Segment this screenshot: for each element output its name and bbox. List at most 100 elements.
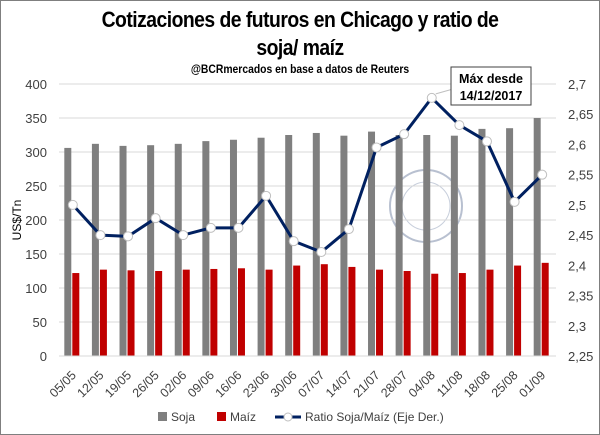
legend-label-maiz: Maíz: [230, 410, 256, 424]
x-tick-label: 04/08: [406, 368, 438, 400]
y2-tick-label: 2,4: [568, 258, 586, 273]
bar-maiz: [99, 269, 107, 356]
ratio-point: [233, 222, 244, 233]
y-axis-label: US$/Tn: [10, 200, 24, 241]
y-tick-label: 0: [40, 349, 47, 364]
ratio-point: [261, 190, 272, 201]
bar-soja: [533, 118, 541, 356]
legend-marker-ratio: [283, 412, 293, 422]
bar-maiz: [320, 264, 328, 356]
x-tick-label: 14/07: [323, 368, 355, 400]
x-tick-label: 23/06: [240, 368, 272, 400]
y-tick-label: 150: [25, 247, 47, 262]
annotation-text-line2: 14/12/2017: [460, 89, 523, 103]
bar-maiz: [431, 273, 439, 356]
x-tick-label: 25/08: [489, 368, 521, 400]
y2-tick-label: 2,45: [568, 228, 593, 243]
x-tick-label: 07/07: [295, 368, 327, 400]
chart-title-line2: soja/ maíz: [256, 35, 344, 60]
bar-soja: [423, 135, 431, 356]
bar-maiz: [376, 269, 384, 356]
annotation-text-line1: Máx desde: [459, 72, 523, 86]
y-tick-label: 400: [25, 77, 47, 92]
bar-maiz: [486, 269, 494, 356]
y2-tick-label: 2,35: [568, 289, 593, 304]
bar-soja: [478, 128, 486, 356]
chart-title-line1: Cotizaciones de futuros en Chicago y rat…: [101, 7, 499, 32]
legend-label-ratio: Ratio Soja/Maíz (Eje Der.): [305, 410, 444, 424]
bar-soja: [257, 137, 265, 356]
x-tick-label: 09/06: [185, 368, 217, 400]
ratio-point: [426, 92, 437, 103]
bar-soja: [229, 139, 237, 356]
bar-soja: [312, 132, 320, 356]
x-tick-label: 21/07: [351, 368, 383, 400]
bar-soja: [395, 135, 403, 356]
x-tick-label: 12/05: [75, 368, 107, 400]
y-tick-label: 350: [25, 111, 47, 126]
bar-maiz: [541, 262, 549, 356]
bar-maiz: [265, 269, 273, 356]
x-tick-label: 19/05: [102, 368, 134, 400]
bar-maiz: [458, 273, 466, 356]
ratio-point: [481, 136, 492, 147]
bar-maiz: [127, 270, 135, 356]
bar-soja: [202, 141, 210, 356]
bar-soja: [450, 135, 458, 356]
bar-soja: [147, 145, 155, 356]
x-tick-label: 05/05: [47, 368, 79, 400]
ratio-point: [537, 169, 548, 180]
y-tick-label: 300: [25, 145, 47, 160]
y2-tick-label: 2,3: [568, 319, 586, 334]
ratio-point: [316, 247, 327, 258]
bar-soja: [340, 135, 348, 356]
bar-maiz: [237, 268, 245, 356]
ratio-point: [509, 196, 520, 207]
x-tick-label: 16/06: [213, 368, 245, 400]
bar-soja: [506, 128, 514, 356]
ratio-point: [371, 142, 382, 153]
ratio-point: [123, 231, 134, 242]
x-tick-label: 30/06: [268, 368, 300, 400]
bar-soja: [174, 143, 182, 356]
y-tick-label: 100: [25, 281, 47, 296]
legend-swatch-soja: [158, 412, 167, 421]
bar-maiz: [403, 271, 411, 356]
ratio-point: [95, 230, 106, 241]
bar-maiz: [182, 269, 190, 356]
ratio-point: [67, 199, 78, 210]
x-tick-label: 02/06: [157, 368, 189, 400]
legend-label-soja: Soja: [171, 410, 195, 424]
bar-maiz: [348, 266, 356, 356]
y2-tick-label: 2,7: [568, 77, 586, 92]
bar-maiz: [72, 273, 80, 356]
ratio-point: [399, 129, 410, 140]
ratio-point: [454, 120, 465, 131]
y2-tick-label: 2,25: [568, 349, 593, 364]
ratio-point: [150, 213, 161, 224]
ratio-point: [288, 236, 299, 247]
y2-tick-label: 2,65: [568, 107, 593, 122]
bar-maiz: [210, 268, 218, 356]
y2-tick-label: 2,55: [568, 168, 593, 183]
bar-soja: [64, 147, 72, 356]
bar-soja: [285, 135, 293, 356]
x-tick-label: 18/08: [461, 368, 493, 400]
bar-maiz: [293, 265, 301, 356]
annotation-leader: [435, 88, 454, 95]
bar-soja: [368, 131, 376, 356]
y2-tick-label: 2,5: [568, 198, 586, 213]
y-tick-label: 50: [33, 315, 47, 330]
ratio-point: [205, 222, 216, 233]
x-tick-label: 26/05: [130, 368, 162, 400]
y-tick-label: 250: [25, 179, 47, 194]
x-tick-label: 01/09: [516, 368, 548, 400]
chart-subtitle: @BCRmercados en base a datos de Reuters: [190, 64, 410, 76]
x-tick-label: 28/07: [378, 368, 410, 400]
ratio-point: [343, 224, 354, 235]
bar-soja: [119, 145, 127, 356]
bar-maiz: [514, 265, 522, 356]
y2-tick-label: 2,6: [568, 137, 586, 152]
